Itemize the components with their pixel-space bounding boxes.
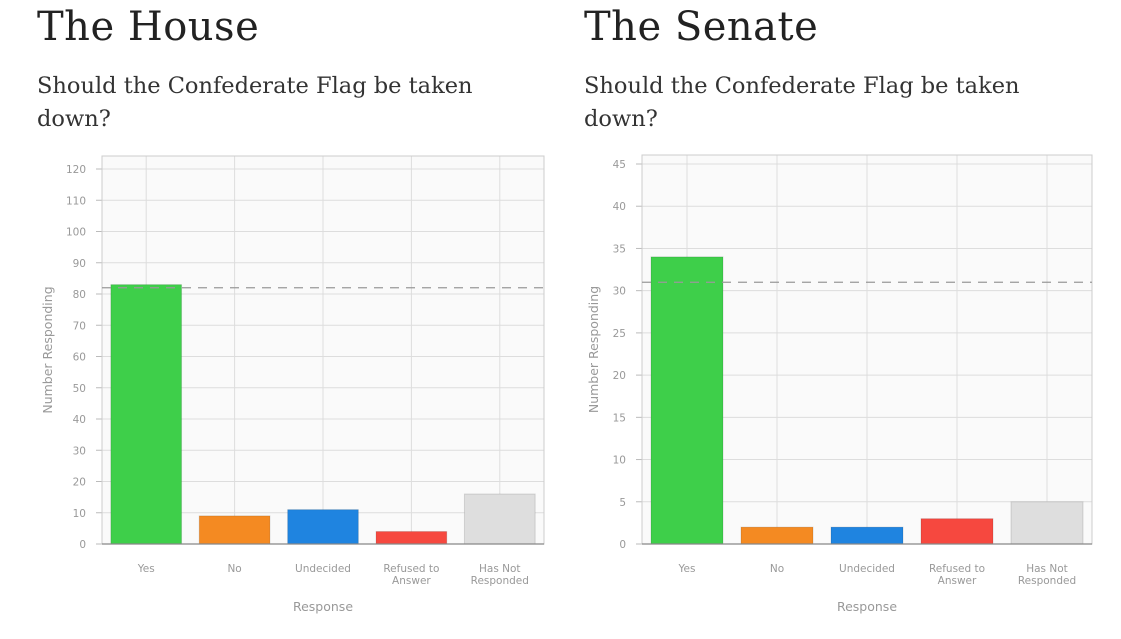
house-y-tick-label: 0 bbox=[79, 539, 86, 551]
house-y-tick-label: 80 bbox=[73, 289, 86, 301]
senate-bar-no bbox=[740, 526, 814, 545]
senate-x-tick-label: Refused to Answer bbox=[929, 563, 985, 587]
house-y-tick-label: 40 bbox=[73, 414, 86, 426]
house-y-tick-label: 60 bbox=[73, 352, 86, 364]
senate-x-tick-label: Undecided bbox=[839, 563, 895, 575]
senate-heading: The Senate bbox=[584, 4, 819, 50]
senate-x-tick-label: Has Not Responded bbox=[1018, 563, 1076, 587]
house-y-tick-label: 30 bbox=[73, 445, 86, 457]
senate-bar-refused-to-answer bbox=[920, 518, 994, 545]
senate-bar-undecided bbox=[830, 526, 904, 545]
house-y-tick-label: 10 bbox=[73, 508, 86, 520]
house-chart-title: Should the Confederate Flag be taken dow… bbox=[37, 73, 473, 132]
house-bar-has-not-responded bbox=[463, 493, 536, 545]
senate-bar-has-not-responded bbox=[1010, 501, 1084, 545]
senate-chart: 0 5 10 15 20 25 30 35 40 45 Yes No Undecided Refused … bbox=[586, 154, 1093, 614]
house-chart: 0 10 20 30 40 50 60 70 80 90 100 110 120 Yes No Undecid… bbox=[40, 155, 545, 614]
house-bar-yes bbox=[110, 284, 183, 545]
house-y-tick-label: 20 bbox=[73, 477, 86, 489]
senate-bar-yes bbox=[650, 256, 724, 545]
senate-y-axis-title: Number Responding bbox=[586, 286, 601, 413]
senate-y-tick-label: 35 bbox=[613, 243, 626, 255]
senate-y-tick-label: 30 bbox=[613, 286, 626, 298]
house-x-tick-label: Yes bbox=[137, 563, 155, 575]
house-x-tick-label: Has Not Responded bbox=[471, 563, 529, 587]
senate-y-tick-label: 0 bbox=[619, 539, 626, 551]
senate-y-tick-label: 45 bbox=[613, 159, 626, 171]
house-y-tick-label: 50 bbox=[73, 383, 86, 395]
house-y-tick-label: 90 bbox=[73, 258, 86, 270]
senate-y-tick-label: 40 bbox=[613, 201, 626, 213]
senate-x-axis-title: Response bbox=[837, 599, 897, 614]
senate-x-tick-label: No bbox=[770, 563, 784, 575]
house-heading: The House bbox=[37, 4, 260, 50]
house-x-tick-label: Undecided bbox=[295, 563, 351, 575]
house-y-tick-label: 120 bbox=[66, 164, 86, 176]
senate-y-tick-label: 15 bbox=[613, 412, 626, 424]
house-y-tick-label: 110 bbox=[66, 195, 86, 207]
house-bar-no bbox=[198, 515, 271, 545]
senate-panel: The Senate Should the Confederate Flag b… bbox=[584, 0, 1121, 639]
senate-y-tick-label: 5 bbox=[619, 497, 626, 509]
house-y-tick-label: 70 bbox=[73, 320, 86, 332]
house-bar-refused-to-answer bbox=[375, 531, 448, 545]
house-x-tick-label: Refused to Answer bbox=[383, 563, 439, 587]
senate-y-tick-label: 25 bbox=[613, 328, 626, 340]
senate-chart-title: Should the Confederate Flag be taken dow… bbox=[584, 73, 1020, 132]
senate-y-tick-label: 10 bbox=[613, 455, 626, 467]
senate-y-tick-label: 20 bbox=[613, 370, 626, 382]
house-x-tick-label: No bbox=[227, 563, 241, 575]
house-y-tick-label: 100 bbox=[66, 227, 86, 239]
house-bar-undecided bbox=[287, 509, 359, 545]
house-y-axis-title: Number Responding bbox=[40, 286, 55, 413]
house-panel: The House Should the Confederate Flag be… bbox=[37, 0, 577, 639]
senate-x-tick-label: Yes bbox=[678, 563, 696, 575]
house-x-axis-title: Response bbox=[293, 599, 353, 614]
